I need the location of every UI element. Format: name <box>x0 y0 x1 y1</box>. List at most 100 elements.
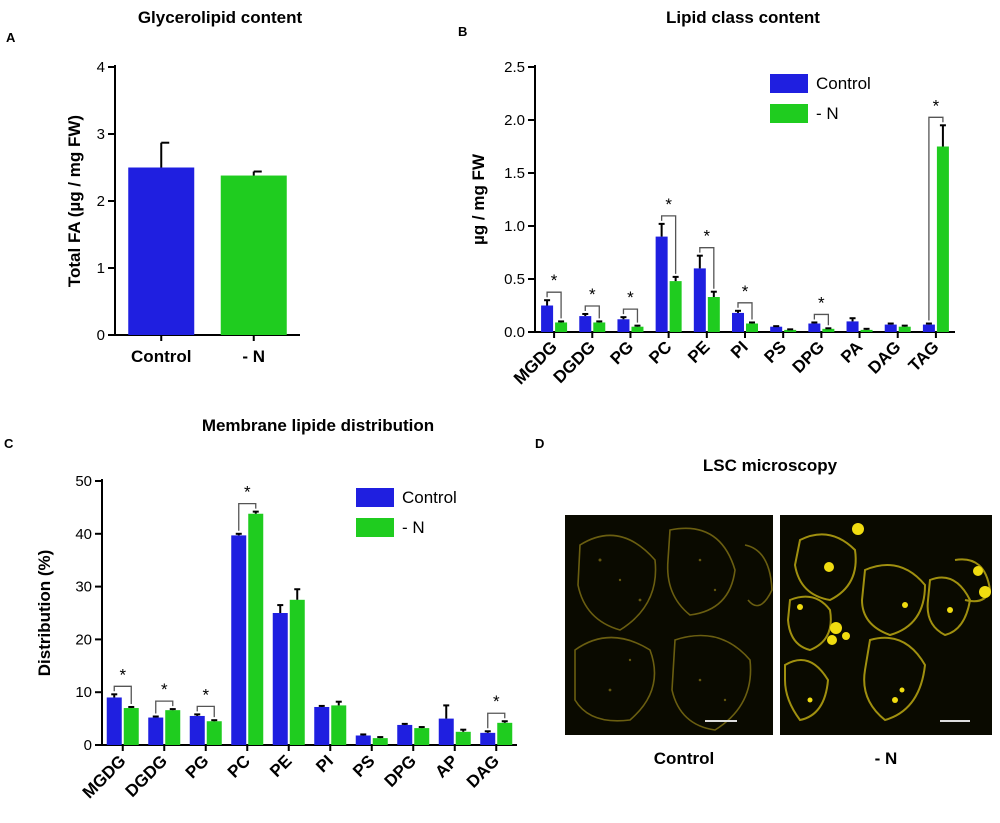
panel-a-bar-control <box>128 167 195 335</box>
panel-c-significance-label-dgdg: * <box>161 680 168 699</box>
panel-b-significance-label-dpg: * <box>818 293 825 312</box>
panel-b-bar-minus-n-ps <box>784 329 797 332</box>
panel-c-legend-swatch-minus-n <box>356 518 394 537</box>
panel-b-ytick-label-5: 2.5 <box>504 59 525 76</box>
panel-c-significance-bracket-dgdg <box>155 700 174 714</box>
panel-c-significance-label-pc: * <box>244 483 251 502</box>
panel-b-category-label-2: PG <box>606 337 637 368</box>
panel-letter-d: D <box>535 436 544 451</box>
panel-b-bar-control-dag <box>884 324 897 332</box>
panel-c-bar-minus-n-pg <box>206 721 222 745</box>
panel-c-ytick-label-5: 50 <box>75 473 92 490</box>
panel-c-category-label-7: DPG <box>381 751 420 790</box>
panel-b-category-label-1: DGDG <box>550 337 599 386</box>
panel-c-category-label-2: PG <box>182 751 213 782</box>
panel-c-category-label-6: PS <box>349 751 378 780</box>
panel-c-significance-label-pg: * <box>202 685 209 704</box>
panel-a-category-label-0: Control <box>131 347 191 366</box>
panel-b-significance-bracket-dpg <box>813 313 830 326</box>
panel-b-significance-bracket-pi <box>737 302 753 320</box>
panel-b-significance-label-tag: * <box>933 96 940 115</box>
panel-b-bar-control-pc <box>655 236 668 332</box>
panel-b-ytick-label-4: 2.0 <box>504 112 525 129</box>
panel-b-bar-control-ps <box>770 326 783 332</box>
micrograph-label-minus-n: - N <box>875 749 898 768</box>
panel-b-bar-minus-n-pa <box>860 329 873 332</box>
panel-c-category-label-3: PC <box>224 751 254 781</box>
panel-b-bar-minus-n-dag <box>898 326 911 332</box>
panel-b-bar-minus-n-pc <box>669 281 682 332</box>
panel-c-category-label-4: PE <box>266 751 295 780</box>
panel-a-title: Glycerolipid content <box>138 8 303 27</box>
panel-b-bar-control-mgdg <box>541 305 554 332</box>
panel-c-legend-swatch-control <box>356 488 394 507</box>
microscopy-title: LSC microscopy <box>703 456 838 475</box>
panel-letter-c: C <box>4 436 14 451</box>
panel-c-bar-minus-n-pe <box>289 599 305 745</box>
panel-d-microscopy: LSC microscopy <box>565 456 992 768</box>
panel-c-significance-bracket-dag <box>487 712 506 729</box>
micrograph-minus-n <box>780 515 992 735</box>
micrograph-label-control: Control <box>654 749 714 768</box>
panel-b-category-label-9: DAG <box>864 337 904 377</box>
panel-b-category-label-10: TAG <box>905 337 943 375</box>
panel-b-bar-control-pi <box>732 312 744 332</box>
panel-a-ylabel: Total FA (µg / mg FW) <box>65 115 84 287</box>
panel-c-significance-bracket-mgdg <box>113 685 132 704</box>
panel-b-significance-bracket-pc <box>660 215 677 274</box>
panel-b-ytick-label-3: 1.5 <box>504 165 525 182</box>
panel-a-chart: Glycerolipid content Total FA (µg / mg FW… <box>65 8 303 366</box>
panel-c-significance-bracket-pg <box>196 705 215 718</box>
panel-a-ytick-label-2: 2 <box>97 193 105 210</box>
panel-b-bar-minus-n-pg <box>631 326 644 332</box>
panel-b-significance-bracket-tag <box>928 116 944 321</box>
panel-b-significance-bracket-dgdg <box>584 305 600 319</box>
panel-b-category-label-3: PC <box>645 337 675 367</box>
panel-c-bar-control-mgdg <box>106 697 122 745</box>
panel-b-significance-bracket-mgdg <box>546 291 562 319</box>
panel-c-bar-minus-n-ps <box>372 738 388 745</box>
panel-b-category-label-5: PI <box>727 337 752 362</box>
micrograph-control <box>565 515 773 735</box>
panel-c-bar-minus-n-dpg <box>414 728 430 745</box>
panel-b-bar-minus-n-pi <box>746 323 758 332</box>
panel-c-bar-control-dag <box>480 732 496 745</box>
panel-b-category-label-6: PS <box>761 337 790 366</box>
panel-c-chart: Membrane lipide distribution Distribution… <box>35 416 517 802</box>
panel-c-bar-control-ps <box>355 735 371 745</box>
panel-c-ytick-label-2: 20 <box>75 631 92 648</box>
panel-c-bar-minus-n-pc <box>248 513 264 745</box>
panel-b-category-label-0: MGDG <box>510 337 561 388</box>
panel-b-bar-control-pa <box>846 321 859 332</box>
panel-b-bar-minus-n-tag <box>936 146 949 332</box>
panel-letter-a: A <box>6 30 16 45</box>
panel-b-ytick-label-1: 0.5 <box>504 271 525 288</box>
panel-c-bar-minus-n-ap <box>455 731 471 745</box>
panel-c-ytick-label-1: 10 <box>75 684 92 701</box>
panel-b-bar-minus-n-mgdg <box>555 322 568 332</box>
panel-b-bar-control-tag <box>922 324 935 332</box>
panel-a-ytick-label-1: 1 <box>97 260 105 277</box>
panel-c-title: Membrane lipide distribution <box>202 416 434 435</box>
panel-c-bar-control-dpg <box>397 724 413 745</box>
panel-b-bar-control-pg <box>617 319 630 332</box>
panel-b-significance-label-pe: * <box>704 227 711 246</box>
panel-b-significance-label-pi: * <box>742 282 749 301</box>
panel-b-chart: Lipid class content µg / mg FW 0.0 0.5 1.0 1.… <box>469 8 955 388</box>
panel-b-significance-label-pc: * <box>665 195 672 214</box>
panel-b-ytick-label-0: 0.0 <box>504 324 525 341</box>
panel-b-ylabel: µg / mg FW <box>469 153 488 245</box>
panel-b-category-label-8: PA <box>837 337 866 366</box>
panel-c-bar-control-pg <box>189 715 205 745</box>
panel-c-category-label-9: DAG <box>463 751 503 791</box>
panel-b-bar-minus-n-dpg <box>822 328 835 332</box>
panel-c-category-label-1: DGDG <box>122 751 171 800</box>
panel-b-significance-label-mgdg: * <box>551 271 558 290</box>
panel-a-category-label-1: - N <box>242 347 265 366</box>
panel-b-title: Lipid class content <box>666 8 820 27</box>
panel-b-bar-control-dpg <box>808 323 821 332</box>
panel-letter-b: B <box>458 24 467 39</box>
panel-a-ytick-label-3: 3 <box>97 126 105 143</box>
panel-c-bar-minus-n-dgdg <box>165 710 181 745</box>
